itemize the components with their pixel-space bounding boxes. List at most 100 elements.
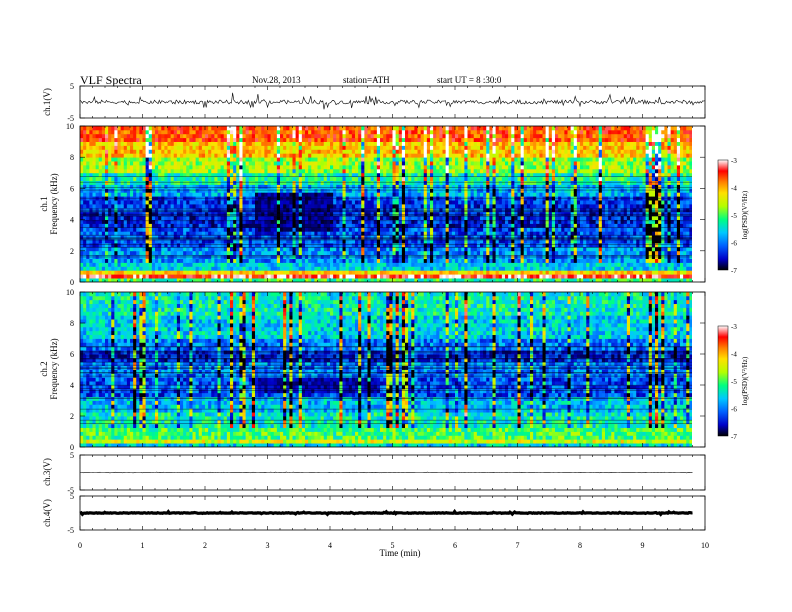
spectrogram-cell <box>86 157 90 162</box>
spectrogram-cell <box>280 258 284 263</box>
spectrogram-cell <box>330 157 334 162</box>
spectrogram-cell <box>167 262 172 267</box>
spectrogram-cell <box>239 184 243 189</box>
spectrogram-cell <box>373 192 378 197</box>
spectrogram-cell <box>217 129 222 135</box>
spectrogram-cell <box>164 250 168 256</box>
spectrogram-cell <box>173 200 178 205</box>
spectrogram-cell <box>80 129 84 135</box>
spectrogram-cell <box>442 246 447 252</box>
spectrogram-cell <box>261 200 265 205</box>
spectrogram-cell <box>145 204 150 209</box>
spectrogram-cell <box>420 231 425 236</box>
spectrogram-cell <box>105 149 109 154</box>
spectrogram-cell <box>126 168 131 174</box>
spectrogram-cell <box>380 262 384 267</box>
spectrogram-cell <box>295 137 300 142</box>
spectrogram-cell <box>333 200 337 205</box>
spectrogram-cell <box>92 149 97 154</box>
spectrogram-cell <box>180 180 184 185</box>
spectrogram-cell <box>114 278 118 282</box>
spectrogram-cell <box>405 153 409 158</box>
spectrogram-cell <box>245 133 250 139</box>
spectrogram-cell <box>308 137 312 142</box>
spectrogram-cell <box>92 141 97 146</box>
spectrogram-cell <box>101 145 106 150</box>
spectrogram-cell <box>364 133 368 139</box>
spectrogram-cell <box>423 227 428 232</box>
spectrogram-cell <box>411 246 415 252</box>
spectrogram-cell <box>89 180 93 185</box>
spectrogram-cell <box>320 215 325 220</box>
spectrogram-cell <box>333 153 337 158</box>
spectrogram-cell <box>198 176 203 181</box>
spectrogram-cell <box>126 184 131 189</box>
spectrogram-cell <box>314 246 318 252</box>
spectrogram-cell <box>114 168 118 174</box>
spectrogram-cell <box>189 262 193 267</box>
spectrogram-cell <box>458 137 462 142</box>
spectrogram-cell <box>220 176 225 181</box>
spectrogram-cell <box>233 188 237 193</box>
spectrogram-cell <box>230 207 234 213</box>
spectrogram-cell <box>448 223 453 228</box>
spectrogram-cell <box>123 126 128 131</box>
spectrogram-cell <box>155 133 159 139</box>
spectrogram-cell <box>308 176 312 181</box>
spectrogram-cell <box>242 270 247 275</box>
spectrogram-cell <box>170 200 175 205</box>
spectrogram-cell <box>173 126 178 131</box>
spectrogram-cell <box>251 204 256 209</box>
spectrogram-cell <box>420 188 425 193</box>
spectrogram-cell <box>214 266 218 271</box>
spectrogram-cell <box>420 223 425 228</box>
spectrogram-cell <box>386 188 390 193</box>
spectrogram-cell <box>305 149 309 154</box>
spectrogram-cell <box>145 219 150 224</box>
spectrogram-cell <box>280 278 284 282</box>
spectrogram-cell <box>98 211 103 217</box>
spectrogram-cell <box>258 215 262 220</box>
spectrogram-cell <box>255 246 259 252</box>
spectrogram-cell <box>286 246 290 252</box>
spectrogram-cell <box>214 137 218 142</box>
spectrogram-cell <box>120 243 125 248</box>
spectrogram-cell <box>120 184 125 189</box>
spectrogram-cell <box>467 246 472 252</box>
spectrogram-cell <box>173 207 178 213</box>
spectrogram-cell <box>342 204 347 209</box>
spectrogram-cell <box>158 188 162 193</box>
spectrogram-cell <box>376 219 381 224</box>
spectrogram-cell <box>211 246 215 252</box>
spectrogram-cell <box>361 145 365 150</box>
spectrogram-cell <box>120 192 125 197</box>
spectrogram-cell <box>373 266 378 271</box>
spectrogram-cell <box>348 172 353 178</box>
spectrogram-cell <box>126 165 131 170</box>
spectrogram-cell <box>176 266 181 271</box>
spectrogram-cell <box>342 266 347 271</box>
spectrogram-cell <box>442 235 447 240</box>
spectrogram-cell <box>223 207 228 213</box>
spectrogram-cell <box>330 192 334 197</box>
spectrogram-cell <box>120 180 125 185</box>
spectrogram-cell <box>248 270 253 275</box>
spectrogram-cell <box>173 133 178 139</box>
spectrogram-cell <box>120 219 125 224</box>
spectrogram-cell <box>280 176 284 181</box>
spectrogram-cell <box>467 188 472 193</box>
spectrogram-cell <box>367 227 372 232</box>
spectrogram-cell <box>239 227 243 232</box>
spectrogram-cell <box>342 126 347 131</box>
spectrogram-cell <box>217 172 222 178</box>
spectrogram-cell <box>189 227 193 232</box>
spectrogram-cell <box>311 204 315 209</box>
spectrogram-cell <box>348 192 353 197</box>
spectrogram-cell <box>405 227 409 232</box>
spectrogram-cell <box>395 157 400 162</box>
spectrogram-cell <box>289 184 293 189</box>
spectrogram-cell <box>145 262 150 267</box>
spectrogram-cell <box>392 231 397 236</box>
spectrogram-cell <box>333 188 337 193</box>
spectrogram-cell <box>386 274 390 279</box>
